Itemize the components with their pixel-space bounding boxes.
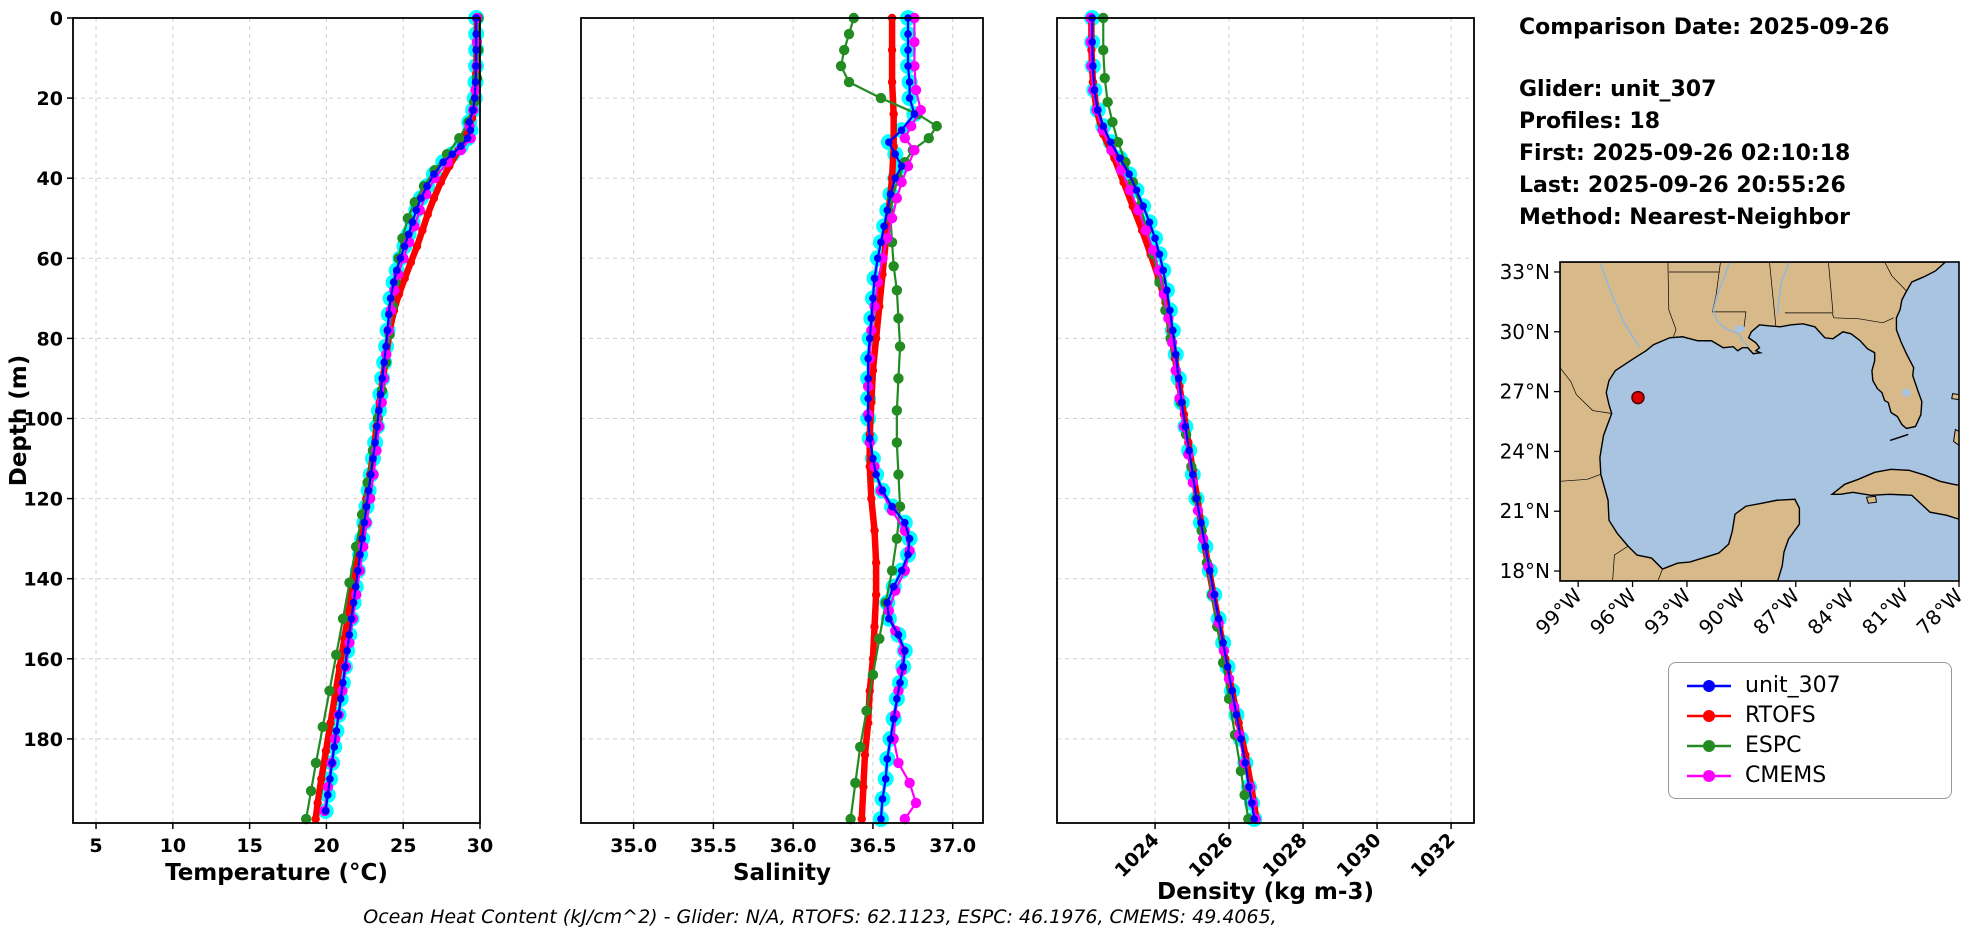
legend: unit_307 RTOFS ESPC CMEMS — [1668, 662, 1952, 799]
rivers — [1600, 262, 1790, 348]
map-land-andros — [1954, 429, 1959, 445]
axes-frame — [72, 17, 481, 824]
axes-frame — [1056, 17, 1475, 824]
x-tick-label: 36.5 — [849, 835, 896, 857]
map-lat-tick-label: 33°N — [1500, 260, 1550, 284]
y-tick-label: 20 — [37, 88, 63, 110]
x-axis-label: Temperature (°C) — [165, 860, 388, 886]
map-lat-tick-label: 27°N — [1500, 380, 1550, 404]
map-lat-tick-label: 18°N — [1500, 559, 1550, 583]
legend-item-RTOFS: RTOFS — [1685, 703, 1935, 728]
map-land-cuba — [1832, 469, 1959, 519]
y-axis-label: Depth (m) — [6, 355, 32, 487]
legend-label: ESPC — [1745, 733, 1802, 758]
y-tick-label: 140 — [23, 569, 63, 591]
axes-frame — [580, 17, 984, 824]
state-borders — [1560, 262, 1906, 581]
map-lat-tick-label: 24°N — [1500, 439, 1550, 463]
x-tick-label: 1032 — [1407, 829, 1460, 882]
x-tick-label: 1024 — [1111, 829, 1164, 882]
map-land-grand-bahama — [1952, 394, 1959, 400]
map-lon-tick-label: 93°W — [1639, 583, 1695, 639]
x-axis-label: Salinity — [733, 860, 831, 886]
x-tick-label: 37.0 — [929, 835, 976, 857]
map-lon-tick-label: 87°W — [1748, 583, 1804, 639]
legend-line-marker — [1687, 739, 1731, 752]
map-land-north-america — [1560, 262, 1945, 581]
legend-line-marker — [1687, 679, 1731, 692]
lake-pontchartrain — [1734, 325, 1745, 333]
legend-item-ESPC: ESPC — [1685, 733, 1935, 758]
map-lon-tick-label: 90°W — [1694, 583, 1750, 639]
ocean-heat-content-caption: Ocean Heat Content (kJ/cm^2) - Glider: N… — [363, 906, 1277, 928]
map-frame — [1559, 261, 1960, 582]
legend-label: unit_307 — [1745, 673, 1841, 698]
legend-line-marker — [1687, 769, 1731, 782]
x-tick-label: 5 — [89, 835, 102, 857]
first-profile-time-text: First: 2025-09-26 02:10:18 — [1519, 141, 1851, 166]
x-tick-label: 1030 — [1333, 829, 1386, 882]
temperature-profile-chart: 5 10 15 20 25 30 0 20 40 60 80 100 120 140 160 180 Depth… — [6, 8, 493, 886]
map-lat-tick-label: 30°N — [1500, 320, 1550, 344]
x-tick-label: 20 — [313, 835, 339, 857]
method-text: Method: Nearest-Neighbor — [1519, 205, 1850, 230]
y-tick-label: 100 — [23, 408, 63, 430]
y-tick-label: 40 — [37, 168, 63, 190]
map-land-isla-juventud — [1867, 496, 1877, 503]
series-unit_307 — [324, 18, 478, 812]
legend-item-CMEMS: CMEMS — [1685, 763, 1935, 788]
location-map: 33°N 30°N 27°N 24°N 21°N 18°N99°W96°W93°W90°W… — [1500, 260, 1968, 640]
map-lon-tick-label: 96°W — [1585, 583, 1641, 639]
map-lon-tick-label: 84°W — [1803, 583, 1859, 639]
x-tick-label: 30 — [467, 835, 493, 857]
last-profile-time-text: Last: 2025-09-26 20:55:26 — [1519, 173, 1846, 198]
profiles-count-text: Profiles: 18 — [1519, 109, 1661, 134]
x-tick-label: 1026 — [1185, 829, 1238, 882]
y-tick-label: 120 — [23, 489, 63, 511]
y-tick-label: 180 — [23, 729, 63, 751]
y-tick-label: 80 — [37, 328, 63, 350]
x-tick-label: 35.0 — [610, 835, 657, 857]
legend-label: CMEMS — [1745, 763, 1827, 788]
x-tick-label: 35.5 — [690, 835, 737, 857]
x-tick-label: 1028 — [1259, 829, 1312, 882]
x-tick-label: 15 — [236, 835, 262, 857]
map-lon-tick-label: 99°W — [1531, 583, 1587, 639]
map-lon-tick-label: 78°W — [1912, 583, 1968, 639]
y-tick-label: 160 — [23, 649, 63, 671]
comparison-date-text: Comparison Date: 2025-09-26 — [1519, 15, 1890, 40]
map-lat-tick-label: 21°N — [1500, 499, 1550, 523]
density-profile-chart: 1024 1026 1028 1030 1032 Density (kg m-3) — [1056, 10, 1475, 905]
florida-keys — [1890, 434, 1908, 440]
legend-label: RTOFS — [1745, 703, 1816, 728]
y-tick-label: 0 — [50, 8, 63, 30]
glider-name-text: Glider: unit_307 — [1519, 77, 1717, 102]
x-tick-label: 36.0 — [770, 835, 817, 857]
salinity-profile-chart: 35.0 35.5 36.0 36.5 37.0 Salinity — [580, 10, 984, 886]
x-tick-label: 10 — [160, 835, 186, 857]
y-tick-label: 60 — [37, 248, 63, 270]
glider-location-marker — [1631, 390, 1645, 405]
x-axis-label: Density (kg m-3) — [1157, 879, 1374, 905]
comparison-info-block: Comparison Date: 2025-09-26 Glider: unit… — [1519, 12, 1889, 234]
lake-okeechobee — [1901, 388, 1911, 397]
legend-line-marker — [1687, 709, 1731, 722]
legend-item-unit_307: unit_307 — [1685, 673, 1935, 698]
x-tick-label: 25 — [390, 835, 416, 857]
map-lon-tick-label: 81°W — [1857, 583, 1913, 639]
